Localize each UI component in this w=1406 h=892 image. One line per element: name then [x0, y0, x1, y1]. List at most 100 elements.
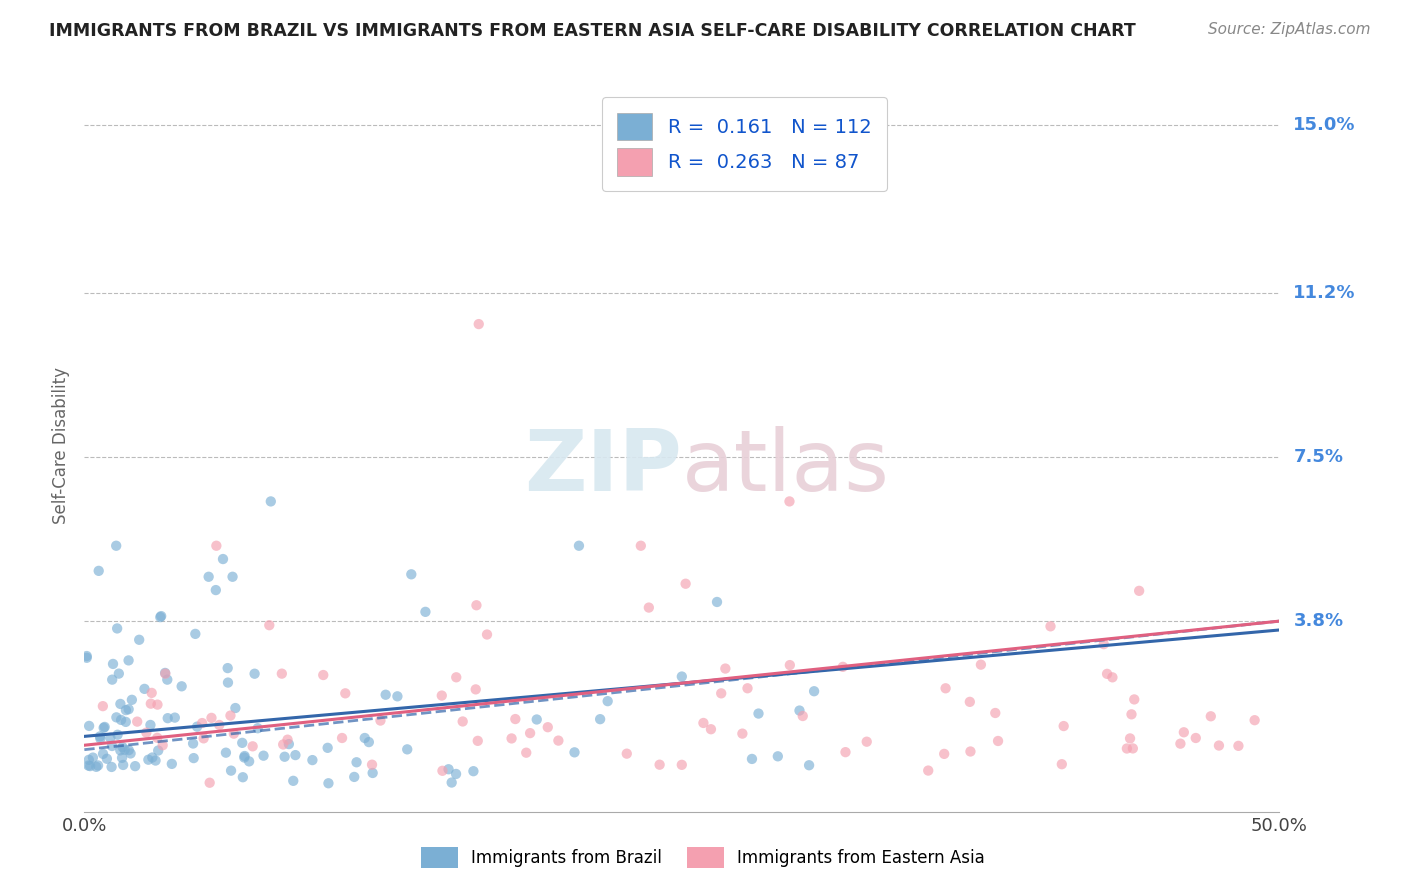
- Point: [105, 539, 128, 553]
- Point: [76, 650, 98, 665]
- Point: [108, 666, 131, 681]
- Point: [150, 609, 173, 624]
- Point: [475, 627, 498, 641]
- Point: [200, 711, 222, 725]
- Point: [224, 701, 246, 715]
- Text: Source: ZipAtlas.com: Source: ZipAtlas.com: [1208, 22, 1371, 37]
- Point: [706, 595, 728, 609]
- Point: [112, 758, 135, 772]
- Point: [984, 706, 1007, 720]
- Point: [87, 758, 110, 772]
- Point: [77, 719, 100, 733]
- Point: [284, 748, 307, 763]
- Point: [101, 657, 124, 671]
- Point: [283, 773, 305, 788]
- Point: [271, 738, 294, 752]
- Point: [141, 686, 163, 700]
- Point: [134, 681, 156, 696]
- Point: [301, 753, 323, 767]
- Point: [387, 690, 409, 704]
- Point: [117, 702, 139, 716]
- Point: [260, 494, 283, 508]
- Point: [1092, 637, 1115, 651]
- Point: [183, 751, 205, 765]
- Point: [163, 710, 186, 724]
- Point: [101, 673, 124, 687]
- Point: [467, 734, 489, 748]
- Point: [917, 764, 939, 778]
- Point: [526, 713, 548, 727]
- Point: [121, 693, 143, 707]
- Point: [675, 576, 697, 591]
- Point: [568, 539, 591, 553]
- Point: [374, 688, 396, 702]
- Point: [737, 681, 759, 696]
- Point: [464, 682, 486, 697]
- Point: [277, 737, 299, 751]
- Point: [537, 720, 560, 734]
- Point: [465, 599, 488, 613]
- Point: [934, 747, 956, 761]
- Point: [233, 749, 256, 764]
- Point: [1184, 731, 1206, 745]
- Point: [747, 706, 769, 721]
- Point: [671, 669, 693, 683]
- Point: [312, 668, 335, 682]
- Point: [111, 751, 134, 765]
- Point: [710, 686, 733, 700]
- Point: [1123, 692, 1146, 706]
- Point: [93, 721, 115, 735]
- Point: [79, 759, 101, 773]
- Point: [346, 756, 368, 770]
- Point: [834, 745, 856, 759]
- Point: [959, 744, 981, 758]
- Point: [361, 766, 384, 780]
- Point: [186, 720, 208, 734]
- Text: ZIP: ZIP: [524, 426, 682, 509]
- Point: [270, 666, 292, 681]
- Point: [205, 539, 228, 553]
- Point: [700, 723, 723, 737]
- Point: [1039, 619, 1062, 633]
- Point: [127, 714, 149, 729]
- Point: [197, 570, 219, 584]
- Point: [316, 740, 339, 755]
- Point: [215, 746, 238, 760]
- Point: [330, 731, 353, 745]
- Point: [437, 762, 460, 776]
- Point: [855, 735, 877, 749]
- Point: [648, 757, 671, 772]
- Point: [107, 728, 129, 742]
- Point: [353, 731, 375, 745]
- Point: [430, 689, 453, 703]
- Point: [110, 713, 132, 727]
- Point: [1095, 666, 1118, 681]
- Point: [212, 552, 235, 566]
- Point: [463, 764, 485, 779]
- Point: [501, 731, 523, 746]
- Point: [731, 726, 754, 740]
- Point: [238, 755, 260, 769]
- Point: [1050, 757, 1073, 772]
- Point: [970, 657, 993, 672]
- Text: 15.0%: 15.0%: [1294, 116, 1355, 134]
- Point: [505, 712, 527, 726]
- Point: [120, 747, 142, 761]
- Point: [361, 757, 384, 772]
- Point: [219, 764, 242, 778]
- Point: [232, 770, 254, 784]
- Text: 3.8%: 3.8%: [1294, 612, 1344, 630]
- Point: [343, 770, 366, 784]
- Point: [156, 673, 179, 687]
- Point: [1101, 670, 1123, 684]
- Point: [124, 759, 146, 773]
- Point: [219, 708, 242, 723]
- Legend: Immigrants from Brazil, Immigrants from Eastern Asia: Immigrants from Brazil, Immigrants from …: [413, 838, 993, 877]
- Legend: R =  0.161   N = 112, R =  0.263   N = 87: R = 0.161 N = 112, R = 0.263 N = 87: [602, 97, 887, 191]
- Point: [111, 740, 134, 755]
- Point: [1208, 739, 1230, 753]
- Text: atlas: atlas: [682, 426, 890, 509]
- Point: [160, 756, 183, 771]
- Point: [741, 752, 763, 766]
- Point: [692, 716, 714, 731]
